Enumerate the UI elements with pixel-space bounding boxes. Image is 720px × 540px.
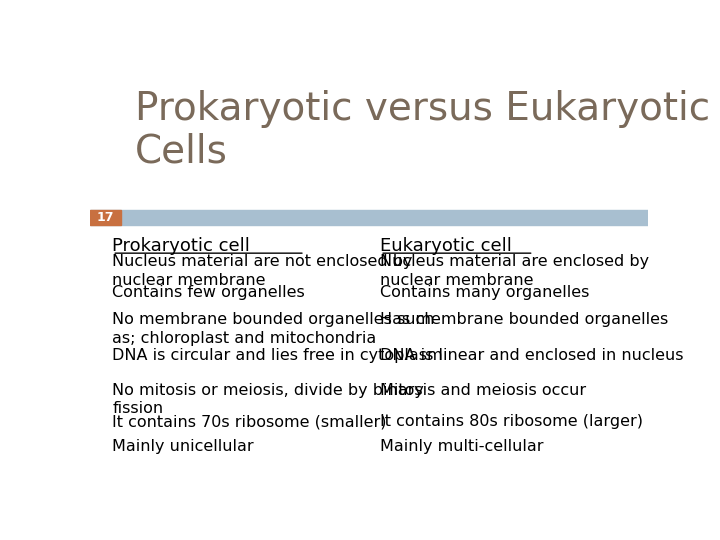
FancyBboxPatch shape (90, 210, 648, 225)
Text: Contains many organelles: Contains many organelles (380, 285, 590, 300)
Text: Mainly unicellular: Mainly unicellular (112, 439, 254, 454)
Text: 17: 17 (96, 211, 114, 224)
Text: Eukaryotic cell: Eukaryotic cell (380, 238, 512, 255)
Text: Has membrane bounded organelles: Has membrane bounded organelles (380, 312, 668, 327)
Text: Nucleus material are not enclosed by
nuclear membrane: Nucleus material are not enclosed by nuc… (112, 254, 413, 288)
Text: No membrane bounded organelles such
as; chloroplast and mitochondria: No membrane bounded organelles such as; … (112, 312, 435, 346)
Text: No mitosis or meiosis, divide by binary
fission: No mitosis or meiosis, divide by binary … (112, 383, 424, 416)
Text: DNA is circular and lies free in cytoplasm: DNA is circular and lies free in cytopla… (112, 348, 443, 362)
Text: DNA is linear and enclosed in nucleus: DNA is linear and enclosed in nucleus (380, 348, 684, 362)
Text: It contains 80s ribosome (larger): It contains 80s ribosome (larger) (380, 414, 643, 429)
Text: It contains 70s ribosome (smaller): It contains 70s ribosome (smaller) (112, 414, 387, 429)
Text: Prokaryotic versus Eukaryotic
Cells: Prokaryotic versus Eukaryotic Cells (135, 90, 710, 170)
Text: Nucleus material are enclosed by
nuclear membrane: Nucleus material are enclosed by nuclear… (380, 254, 649, 288)
Text: Mitosis and meiosis occur: Mitosis and meiosis occur (380, 383, 586, 398)
Text: Prokaryotic cell: Prokaryotic cell (112, 238, 250, 255)
Text: Mainly multi-cellular: Mainly multi-cellular (380, 439, 544, 454)
FancyBboxPatch shape (90, 210, 121, 225)
Text: Contains few organelles: Contains few organelles (112, 285, 305, 300)
